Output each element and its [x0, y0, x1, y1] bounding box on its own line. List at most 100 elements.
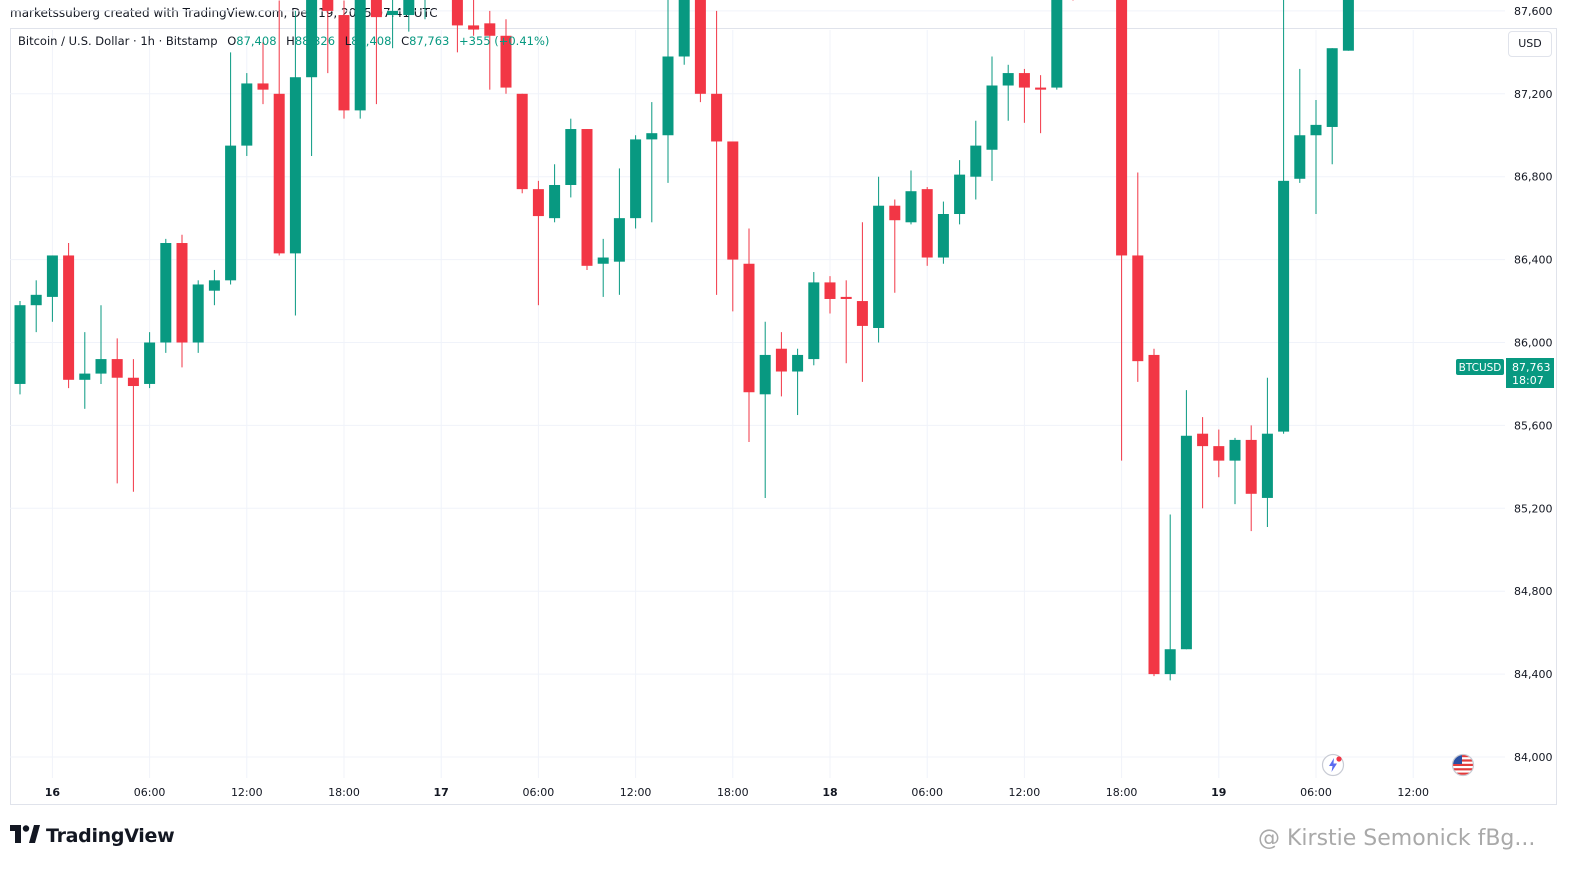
candle[interactable] [678, 0, 690, 65]
candles [14, 0, 1354, 681]
candle-body [954, 174, 966, 215]
candle[interactable] [1018, 68, 1030, 123]
candle-body [711, 93, 723, 142]
candle[interactable] [1197, 417, 1209, 509]
candle[interactable] [1164, 514, 1176, 681]
candle[interactable] [322, 0, 334, 74]
candle[interactable] [1261, 377, 1273, 527]
candle[interactable] [743, 228, 755, 442]
candle[interactable] [14, 301, 26, 395]
candle[interactable] [1278, 0, 1290, 434]
candle[interactable] [1229, 437, 1241, 505]
candle[interactable] [1213, 429, 1225, 478]
candle[interactable] [1294, 68, 1306, 183]
candle-body [937, 214, 949, 258]
candle[interactable] [646, 102, 658, 223]
candle[interactable] [111, 338, 123, 484]
candle-body [824, 282, 836, 299]
candle[interactable] [516, 93, 528, 194]
candle[interactable] [873, 176, 885, 343]
candle[interactable] [662, 0, 674, 183]
candle[interactable] [484, 10, 496, 90]
candle[interactable] [273, 0, 285, 256]
candle[interactable] [500, 19, 512, 94]
candle[interactable] [144, 332, 156, 389]
candle[interactable] [192, 280, 204, 353]
candle-body [500, 35, 512, 88]
candle[interactable] [1180, 390, 1192, 650]
candle[interactable] [208, 269, 220, 306]
candle[interactable] [257, 41, 269, 105]
candle[interactable] [905, 170, 917, 225]
candle[interactable] [338, 0, 350, 119]
candle[interactable] [889, 199, 901, 293]
candle[interactable] [954, 160, 966, 225]
candle[interactable] [289, 10, 301, 316]
candle[interactable] [694, 0, 706, 103]
candle[interactable] [1132, 172, 1144, 382]
candle[interactable] [63, 243, 75, 389]
candle[interactable] [613, 168, 625, 295]
candle[interactable] [808, 272, 820, 366]
candle-body [759, 354, 771, 395]
candle[interactable] [1051, 0, 1063, 90]
candle-body [468, 25, 480, 30]
candle[interactable] [468, 0, 480, 36]
candle[interactable] [127, 359, 139, 492]
candle[interactable] [775, 332, 787, 397]
candle[interactable] [370, 0, 382, 105]
price-tick-label: 85,200 [1514, 502, 1553, 515]
lightning-icon[interactable] [1321, 753, 1345, 777]
candle[interactable] [581, 129, 593, 270]
candle[interactable] [451, 0, 463, 53]
candle[interactable] [1002, 64, 1014, 121]
candle[interactable] [630, 135, 642, 229]
candle[interactable] [970, 120, 982, 200]
candle[interactable] [241, 73, 253, 156]
candle[interactable] [792, 348, 804, 416]
candle[interactable] [1068, 0, 1079, 1]
candle[interactable] [420, 0, 431, 20]
candle-body [1180, 435, 1192, 650]
candle[interactable] [597, 238, 609, 297]
candle[interactable] [532, 180, 544, 306]
candle[interactable] [921, 187, 933, 266]
candle[interactable] [95, 305, 107, 384]
candle[interactable] [306, 0, 318, 156]
candle-body [1035, 87, 1047, 90]
candle-body [792, 354, 804, 372]
candle[interactable] [986, 56, 998, 181]
candle-body [662, 56, 674, 136]
candle[interactable] [1148, 348, 1160, 677]
candle[interactable] [1116, 0, 1128, 461]
candle[interactable] [937, 201, 949, 264]
candle[interactable] [840, 280, 852, 364]
candle[interactable] [354, 0, 366, 119]
candle[interactable] [79, 332, 91, 409]
candle[interactable] [225, 52, 237, 285]
time-axis: 16 06:00 12:00 18:00 17 06:00 12:00 18:00 18 06:0… [45, 786, 1429, 799]
candle[interactable] [30, 280, 42, 333]
candle[interactable] [46, 255, 58, 322]
candle[interactable] [856, 222, 868, 382]
candle[interactable] [565, 118, 577, 198]
candle[interactable] [727, 141, 739, 312]
candle[interactable] [711, 10, 723, 295]
candle[interactable] [403, 0, 415, 32]
candle[interactable] [387, 0, 399, 49]
candle[interactable] [160, 238, 172, 353]
candle[interactable] [1245, 425, 1257, 532]
currency-button[interactable]: USD [1508, 31, 1552, 57]
candle[interactable] [176, 234, 188, 368]
candle[interactable] [759, 321, 771, 498]
candle[interactable] [1326, 48, 1338, 165]
candle[interactable] [1310, 100, 1322, 215]
candle-body [808, 282, 820, 360]
candle[interactable] [549, 164, 561, 223]
us-flag-icon[interactable] [1451, 753, 1475, 777]
price-tag: BTCUSD 87,763 18:07 [1456, 358, 1554, 388]
candle[interactable] [824, 276, 836, 314]
candle[interactable] [1035, 75, 1047, 134]
candle[interactable] [1342, 0, 1354, 51]
